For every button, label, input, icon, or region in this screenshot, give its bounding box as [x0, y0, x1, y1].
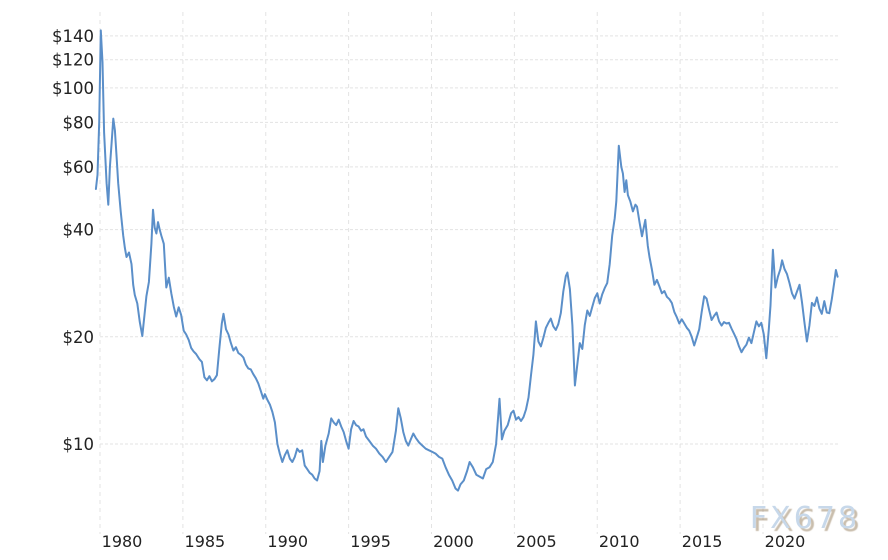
y-axis-tick-label: $20	[63, 328, 95, 347]
y-axis-tick-label: $10	[63, 435, 95, 454]
x-axis-tick-label: 2010	[599, 532, 640, 551]
x-axis-tick-label: 2000	[433, 532, 474, 551]
y-axis-tick-label: $100	[52, 79, 94, 98]
y-axis-tick-label: $120	[52, 51, 94, 70]
x-axis-tick-label: 2020	[765, 532, 806, 551]
y-axis-tick-label: $80	[63, 113, 95, 132]
price-line	[94, 29, 839, 492]
y-axis-tick-label: $140	[52, 27, 94, 46]
x-axis-tick-label: 1995	[350, 532, 391, 551]
y-axis-tick-label: $60	[63, 158, 95, 177]
watermark: FX678	[749, 501, 860, 536]
y-axis-tick-label: $40	[63, 221, 95, 240]
x-axis-tick-label: 2005	[516, 532, 557, 551]
x-axis-tick-label: 2015	[682, 532, 723, 551]
x-axis-tick-label: 1980	[102, 532, 143, 551]
x-axis-tick-label: 1990	[267, 532, 308, 551]
x-axis-tick-label: 1985	[185, 532, 226, 551]
